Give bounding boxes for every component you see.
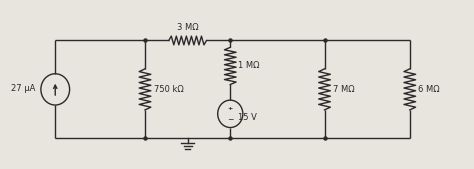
Text: −: − — [227, 115, 234, 124]
Text: 3 MΩ: 3 MΩ — [177, 23, 199, 32]
Text: 6 MΩ: 6 MΩ — [418, 85, 439, 94]
Text: 27 μA: 27 μA — [11, 84, 35, 93]
Text: 15 V: 15 V — [238, 113, 257, 122]
Text: 1 MΩ: 1 MΩ — [238, 61, 260, 70]
Text: 7 MΩ: 7 MΩ — [333, 85, 354, 94]
Text: 750 kΩ: 750 kΩ — [154, 85, 184, 94]
Text: +: + — [228, 106, 233, 111]
